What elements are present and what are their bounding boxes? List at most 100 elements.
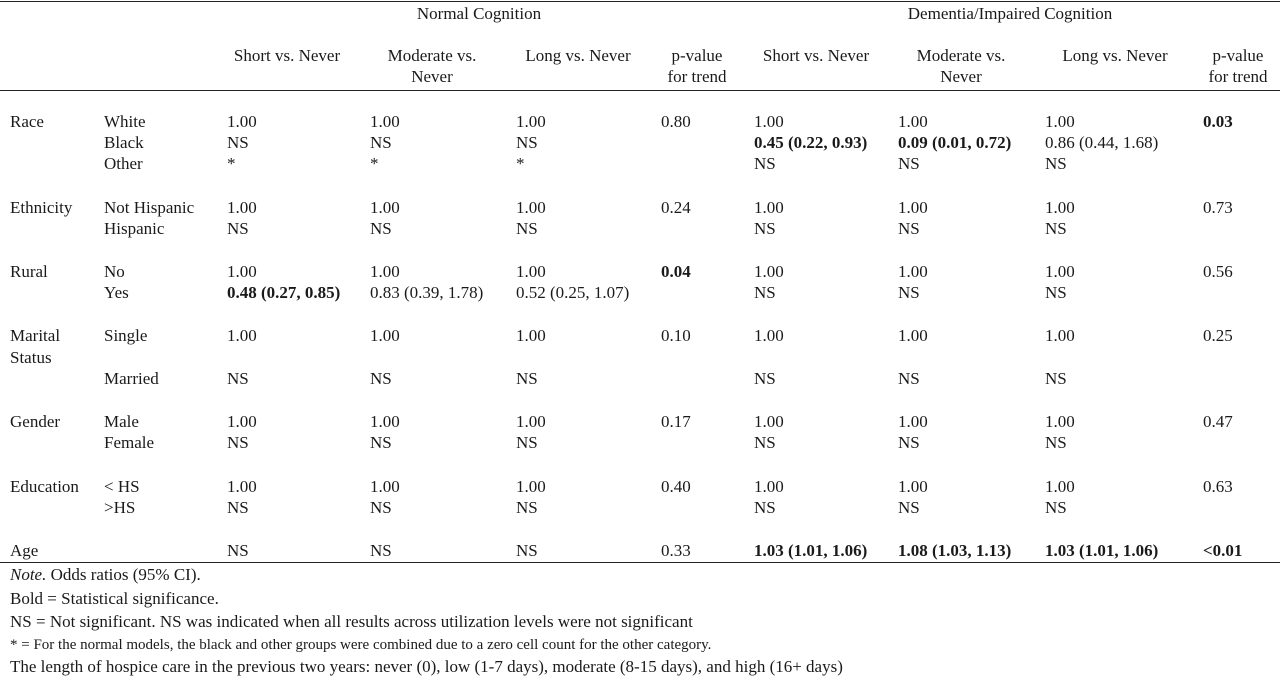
- table-cell: NS: [754, 283, 776, 302]
- table-cell: NS: [227, 541, 249, 560]
- table-cell: 1.00: [370, 477, 400, 496]
- table-cell: NS: [898, 219, 920, 238]
- table-cell: 0.47: [1203, 412, 1233, 431]
- row-variable: Status: [10, 348, 52, 367]
- table-cell: 1.00: [898, 412, 928, 431]
- table-cell: 1.00: [227, 477, 257, 496]
- table-cell: NS: [754, 433, 776, 452]
- table-cell: 1.00: [516, 112, 546, 131]
- table-cell: 0.24: [661, 198, 691, 217]
- table-cell: 1.00: [898, 198, 928, 217]
- column-header: Short vs. Never: [233, 46, 341, 65]
- note-label: Note.: [10, 565, 47, 584]
- row-level: Not Hispanic: [104, 198, 195, 217]
- table-cell: NS: [227, 219, 249, 238]
- table-cell: NS: [754, 154, 776, 173]
- column-header: for trend: [667, 67, 727, 86]
- table-cell: 0.48 (0.27, 0.85): [227, 283, 341, 302]
- table-cell: 1.00: [370, 326, 400, 345]
- table-cell: 0.86 (0.44, 1.68): [1045, 133, 1159, 152]
- note-line-or: Note. Odds ratios (95% CI).: [10, 564, 201, 586]
- row-level: Married: [104, 369, 159, 388]
- table-cell: 1.00: [227, 412, 257, 431]
- table-cell: 1.00: [516, 198, 546, 217]
- table-cell: NS: [516, 133, 538, 152]
- row-level: >HS: [104, 498, 136, 517]
- table-cell: NS: [370, 219, 392, 238]
- column-header: Long vs. Never: [1062, 46, 1168, 65]
- table-cell: NS: [370, 369, 392, 388]
- table-cell: 0.40: [661, 477, 691, 496]
- table-cell: NS: [516, 369, 538, 388]
- group-header: Normal Cognition: [416, 4, 542, 23]
- note-line-star: * = For the normal models, the black and…: [10, 637, 712, 653]
- table-cell: 1.00: [1045, 198, 1075, 217]
- table-cell: 1.08 (1.03, 1.13): [898, 541, 1012, 560]
- bottom-rule: [0, 562, 1280, 563]
- table-cell: 1.00: [754, 477, 784, 496]
- column-header: p-value: [671, 46, 723, 65]
- table-cell: 0.10: [661, 326, 691, 345]
- table-cell: NS: [898, 433, 920, 452]
- row-level: < HS: [104, 477, 140, 496]
- table-cell: 0.17: [661, 412, 691, 431]
- row-variable: Marital: [10, 326, 61, 345]
- table-cell: 1.00: [754, 412, 784, 431]
- column-header: p-value: [1212, 46, 1264, 65]
- table-cell: 1.03 (1.01, 1.06): [754, 541, 868, 560]
- table-cell: NS: [516, 433, 538, 452]
- table-cell: NS: [370, 133, 392, 152]
- table-cell: NS: [370, 541, 392, 560]
- table-cell: 1.00: [370, 198, 400, 217]
- top-rule: [0, 1, 1280, 2]
- header-rule: [0, 90, 1280, 91]
- table-cell: 0.33: [661, 541, 691, 560]
- table-cell: 1.00: [370, 262, 400, 281]
- table-cell: 1.00: [754, 112, 784, 131]
- table-cell: 0.73: [1203, 198, 1233, 217]
- table-cell: <0.01: [1203, 541, 1243, 560]
- table-cell: 0.45 (0.22, 0.93): [754, 133, 868, 152]
- table-cell: 0.63: [1203, 477, 1233, 496]
- table-cell: NS: [898, 369, 920, 388]
- table-cell: 1.00: [516, 262, 546, 281]
- table-cell: 0.52 (0.25, 1.07): [516, 283, 630, 302]
- row-level: Black: [104, 133, 144, 152]
- table-cell: NS: [227, 433, 249, 452]
- table-cell: 1.00: [1045, 262, 1075, 281]
- row-level: Male: [104, 412, 139, 431]
- table-cell: 1.00: [898, 326, 928, 345]
- table-cell: 1.00: [898, 477, 928, 496]
- table-cell: 1.00: [227, 326, 257, 345]
- table-cell: 1.00: [227, 262, 257, 281]
- column-header: for trend: [1208, 67, 1268, 86]
- table-cell: 1.03 (1.01, 1.06): [1045, 541, 1159, 560]
- table-cell: NS: [754, 369, 776, 388]
- column-header: Long vs. Never: [525, 46, 631, 65]
- row-level: Single: [104, 326, 148, 345]
- column-header: Moderate vs.: [916, 46, 1006, 65]
- table-cell: NS: [754, 498, 776, 517]
- row-variable: Gender: [10, 412, 61, 431]
- table-cell: 1.00: [754, 262, 784, 281]
- table-cell: 1.00: [1045, 326, 1075, 345]
- row-level: Other: [104, 154, 143, 173]
- row-variable: Race: [10, 112, 44, 131]
- table-cell: 1.00: [754, 198, 784, 217]
- table-cell: 0.09 (0.01, 0.72): [898, 133, 1012, 152]
- table-cell: 0.04: [661, 262, 691, 281]
- table-cell: NS: [516, 541, 538, 560]
- table-cell: NS: [1045, 219, 1067, 238]
- table-cell: NS: [1045, 498, 1067, 517]
- table-cell: 1.00: [898, 112, 928, 131]
- table-cell: 1.00: [516, 412, 546, 431]
- table-cell: 1.00: [227, 198, 257, 217]
- row-level: Hispanic: [104, 219, 165, 238]
- table-cell: NS: [516, 498, 538, 517]
- row-level: Yes: [104, 283, 129, 302]
- table-cell: 1.00: [1045, 477, 1075, 496]
- table-cell: NS: [754, 219, 776, 238]
- row-variable: Age: [10, 541, 39, 560]
- table-cell: 1.00: [754, 326, 784, 345]
- row-level: Female: [104, 433, 155, 452]
